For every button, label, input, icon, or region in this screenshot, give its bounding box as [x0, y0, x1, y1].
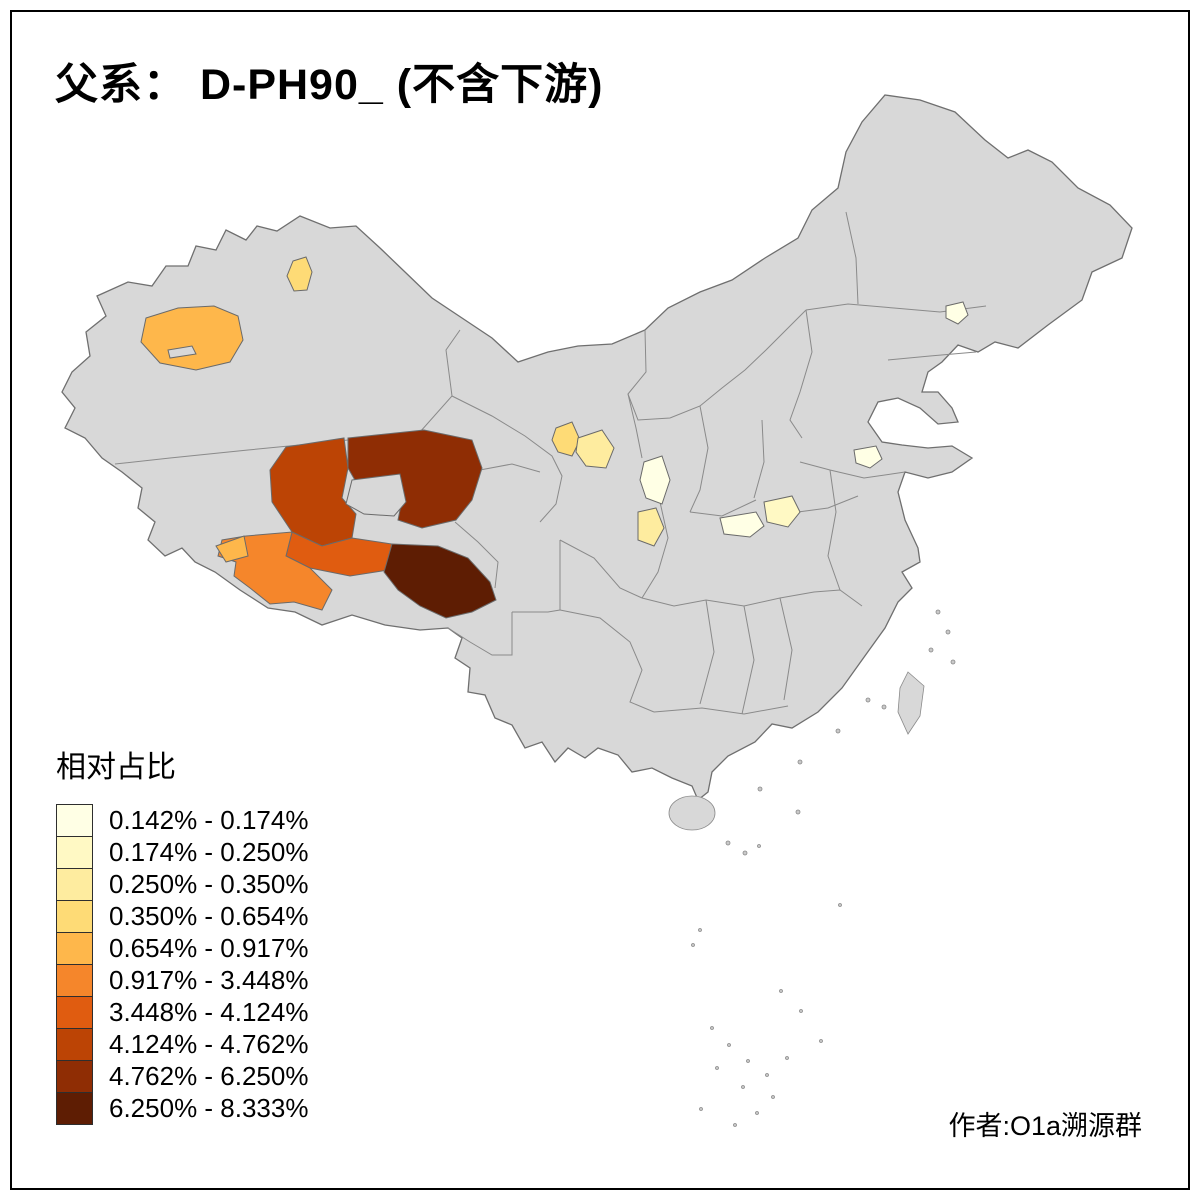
- taiwan-island: [897, 671, 925, 735]
- legend-range-label: 0.654% - 0.917%: [109, 933, 309, 963]
- map-region-west-gansu: [551, 421, 581, 457]
- legend-range-label: 0.917% - 3.448%: [109, 965, 309, 995]
- legend-item: 0.174% - 0.250%: [56, 836, 308, 869]
- map-region-central-gansu: [575, 429, 615, 469]
- map-region-west-tibet: [215, 535, 249, 563]
- legend-title: 相对占比: [56, 751, 176, 784]
- legend-range-label: 4.762% - 6.250%: [109, 1061, 309, 1091]
- south-china-sea-islets: [691, 609, 956, 1127]
- legend-item: 0.250% - 0.350%: [56, 868, 308, 901]
- author-credit: 作者:O1a溯源群: [948, 1111, 1142, 1141]
- map-region-southwest-henan: [763, 495, 801, 528]
- legend-swatch: [56, 1060, 93, 1093]
- legend-range-label: 0.174% - 0.250%: [109, 837, 309, 867]
- map-region-qinghai-lake-gap: [345, 473, 407, 517]
- map-region-aksu-xinjiang: [140, 305, 244, 371]
- legend-item: 0.654% - 0.917%: [56, 932, 308, 965]
- legend-item: 0.917% - 3.448%: [56, 964, 308, 997]
- map-region-south-gansu: [637, 507, 665, 547]
- legend-item: 4.124% - 4.762%: [56, 1028, 308, 1061]
- legend-range-label: 0.142% - 0.174%: [109, 805, 309, 835]
- map-region-central-jilin: [945, 301, 969, 325]
- legend-swatch: [56, 1028, 93, 1061]
- legend-swatch: [56, 932, 93, 965]
- legend-swatch: [56, 804, 93, 837]
- legend-item: 4.762% - 6.250%: [56, 1060, 308, 1093]
- legend-range-label: 0.350% - 0.654%: [109, 901, 309, 931]
- plot-border: [10, 10, 1190, 1190]
- hainan-island: [668, 795, 716, 831]
- legend-range-label: 3.448% - 4.124%: [109, 997, 309, 1027]
- highlighted-regions: [140, 256, 969, 619]
- page-title: 父系： D-PH90_ (不含下游): [55, 61, 604, 109]
- map-region-chamdo-east-tibet: [383, 543, 497, 619]
- legend-swatch: [56, 996, 93, 1029]
- map-region-central-shandong: [853, 445, 883, 469]
- legend-item: 0.350% - 0.654%: [56, 900, 308, 933]
- legend-range-label: 4.124% - 4.762%: [109, 1029, 309, 1059]
- province-border-lines: [114, 211, 987, 715]
- islands: [668, 609, 956, 1127]
- map-region-east-gansu: [639, 455, 671, 505]
- legend-item: 3.448% - 4.124%: [56, 996, 308, 1029]
- legend-range-label: 0.250% - 0.350%: [109, 869, 309, 899]
- legend-swatch: [56, 1092, 93, 1125]
- map-region-aksu-inner-gap: [167, 345, 197, 359]
- map-region-changji-xinjiang: [286, 256, 313, 292]
- legend-item: 0.142% - 0.174%: [56, 804, 308, 837]
- legend-item: 6.250% - 8.333%: [56, 1092, 308, 1125]
- map-region-northwest-hubei: [719, 511, 765, 538]
- legend: 相对占比 0.142% - 0.174% 0.174% - 0.250% 0.2…: [56, 742, 308, 1125]
- legend-range-label: 6.250% - 8.333%: [109, 1093, 309, 1123]
